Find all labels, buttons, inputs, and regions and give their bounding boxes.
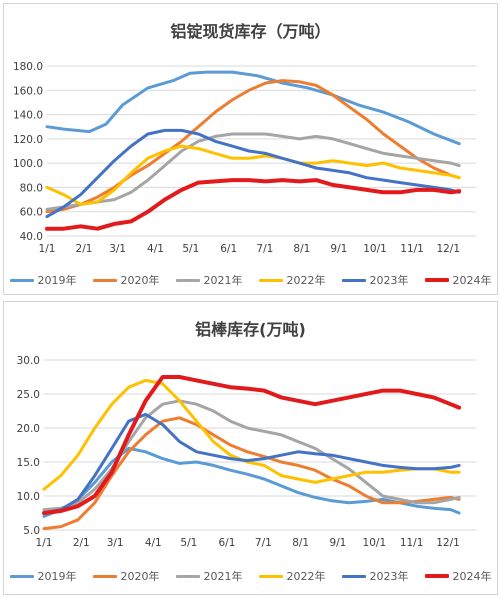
x-tick-label: 2/1 — [76, 243, 93, 255]
legend-item: 2020年 — [92, 272, 160, 288]
legend-label: 2023年 — [369, 274, 409, 287]
x-tick-label: 9/1 — [329, 537, 346, 549]
chart-title: 铝棒库存(万吨) — [195, 320, 306, 339]
aluminum-rod-chart: 5.0 10.0 15.0 20.0 25.0 30.0 1/1 2/1 3/1 4/1 5/1 6/… — [17, 355, 476, 549]
y-tick-label: 80.0 — [20, 182, 43, 194]
y-tick-label: 140.0 — [13, 110, 43, 122]
y-tick-label: 5.0 — [23, 525, 40, 537]
y-tick-label: 30.0 — [17, 355, 40, 367]
y-tick-label: 180.0 — [13, 61, 43, 73]
legend-swatch — [92, 574, 117, 578]
x-tick-label: 12/1 — [436, 537, 460, 549]
aluminum-ingot-chart: 40.0 60.0 80.0 100.0 120.0 140.0 160.0 180.0 1/1… — [13, 61, 476, 255]
legend-swatch — [175, 278, 200, 282]
legend-item: 2019年 — [9, 272, 77, 288]
y-tick-label: 60.0 — [20, 207, 43, 219]
x-tick-label: 1/1 — [36, 537, 53, 549]
y-tick-label: 40.0 — [20, 231, 43, 243]
series-line-2024年 — [45, 178, 462, 231]
legend-swatch — [341, 574, 366, 578]
legend-label: 2023年 — [369, 570, 409, 583]
x-tick-label: 7/1 — [255, 537, 272, 549]
x-tick-label: 11/1 — [400, 243, 424, 255]
series-line-2022年 — [45, 144, 461, 206]
series-line-2024年 — [42, 375, 462, 515]
x-tick-label: 10/1 — [363, 537, 387, 549]
legend-item: 2020年 — [92, 568, 160, 584]
y-tick-label: 10.0 — [17, 491, 40, 503]
x-tick-label: 10/1 — [363, 243, 387, 255]
legend-item: 2023年 — [341, 568, 409, 584]
legend-label: 2024年 — [452, 274, 492, 287]
x-tick-label: 5/1 — [182, 243, 199, 255]
x-tick-label: 4/1 — [145, 537, 162, 549]
legend-swatch — [424, 278, 449, 282]
legend-label: 2024年 — [452, 570, 492, 583]
legend-swatch — [341, 278, 366, 282]
legend-label: 2020年 — [120, 274, 160, 287]
series-line-2023年 — [42, 412, 461, 515]
x-tick-label: 11/1 — [400, 537, 424, 549]
x-tick-label: 4/1 — [147, 243, 164, 255]
legend-swatch — [258, 278, 283, 282]
x-tick-label: 8/1 — [293, 243, 310, 255]
legend-label: 2020年 — [120, 570, 160, 583]
legend-item: 2021年 — [175, 568, 243, 584]
y-tick-label: 25.0 — [17, 389, 40, 401]
series-line-2021年 — [45, 132, 461, 211]
x-tick-label: 7/1 — [256, 243, 273, 255]
legend-swatch — [9, 278, 34, 282]
x-tick-label: 5/1 — [180, 537, 197, 549]
legend-item: 2022年 — [258, 568, 326, 584]
legend-swatch — [424, 574, 449, 578]
legend-item: 2024年 — [424, 568, 492, 584]
x-tick-label: 3/1 — [107, 537, 124, 549]
chart-legend: 2019年 2020年 2021年 2022年 2023年 2024年 — [4, 568, 497, 584]
legend-item: 2023年 — [341, 272, 409, 288]
x-tick-label: 6/1 — [219, 537, 236, 549]
series-line-2022年 — [42, 378, 461, 491]
x-tick-label: 1/1 — [39, 243, 56, 255]
aluminum-ingot-inventory-panel: 铝锭现货库存（万吨） 40.0 60.0 80.0 100.0 120.0 140.0 16… — [3, 3, 498, 295]
legend-label: 2022年 — [286, 570, 326, 583]
legend-swatch — [258, 574, 283, 578]
series-line-2023年 — [45, 128, 461, 219]
x-tick-label: 9/1 — [330, 243, 347, 255]
legend-label: 2021年 — [203, 570, 243, 583]
y-tick-label: 120.0 — [13, 134, 43, 146]
legend-item: 2021年 — [175, 272, 243, 288]
series-line-2020年 — [42, 416, 461, 531]
y-tick-label: 160.0 — [13, 85, 43, 97]
legend-item: 2019年 — [9, 568, 77, 584]
legend-label: 2022年 — [286, 274, 326, 287]
y-tick-label: 15.0 — [17, 457, 40, 469]
x-tick-label: 3/1 — [109, 243, 126, 255]
chart-legend: 2019年 2020年 2021年 2022年 2023年 2024年 — [4, 272, 497, 288]
y-tick-label: 20.0 — [17, 423, 40, 435]
series-line-2019年 — [45, 70, 461, 146]
legend-swatch — [92, 278, 117, 282]
y-tick-label: 100.0 — [13, 158, 43, 170]
legend-swatch — [9, 574, 34, 578]
x-tick-label: 2/1 — [73, 537, 90, 549]
legend-swatch — [175, 574, 200, 578]
x-tick-label: 8/1 — [292, 537, 309, 549]
chart-title: 铝锭现货库存（万吨） — [170, 22, 331, 41]
legend-label: 2019年 — [37, 274, 77, 287]
legend-item: 2024年 — [424, 272, 492, 288]
legend-item: 2022年 — [258, 272, 326, 288]
aluminum-rod-inventory-panel: 铝棒库存(万吨) 5.0 10.0 15.0 20.0 25.0 30.0 1/1 2/1 3/… — [3, 301, 498, 595]
legend-label: 2021年 — [203, 274, 243, 287]
x-tick-label: 6/1 — [220, 243, 237, 255]
legend-label: 2019年 — [37, 570, 77, 583]
x-tick-label: 12/1 — [436, 243, 460, 255]
